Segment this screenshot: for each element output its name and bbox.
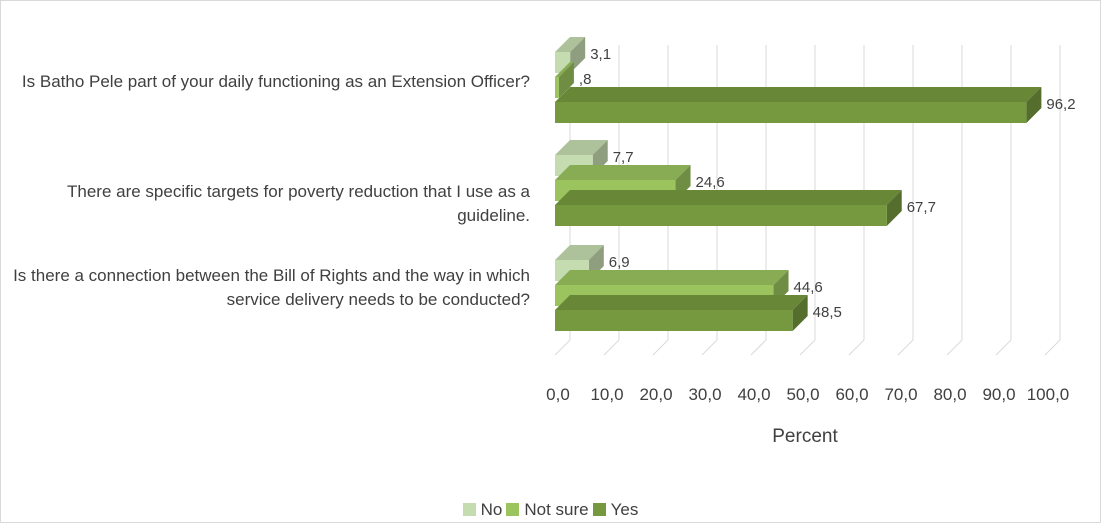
floor-gridline <box>603 339 620 356</box>
x-tick-label: 10,0 <box>590 385 623 404</box>
x-tick-label: 30,0 <box>688 385 721 404</box>
category-label: Is there a connection between the Bill o… <box>13 266 530 309</box>
legend-label: Not sure <box>524 500 589 519</box>
category-label: There are specific targets for poverty r… <box>66 182 530 225</box>
x-tick-label: 60,0 <box>835 385 868 404</box>
data-label: 44,6 <box>794 279 823 296</box>
x-tick-label: 100,0 <box>1027 385 1070 404</box>
bar-no <box>555 37 586 73</box>
bar-yes <box>555 295 808 331</box>
legend-swatch <box>506 503 520 516</box>
legend: No Not sure Yes <box>0 500 1101 520</box>
legend-swatch <box>592 503 606 516</box>
floor-gridline <box>701 339 718 356</box>
category-label: Is Batho Pele part of your daily functio… <box>21 72 530 91</box>
data-label: ,8 <box>579 71 592 88</box>
bar-not-sure <box>555 62 574 98</box>
legend-item: No <box>462 500 503 520</box>
data-label: 48,5 <box>813 304 842 321</box>
floor-gridline <box>652 339 669 356</box>
data-label: 24,6 <box>696 174 725 191</box>
floor-gridline <box>1044 339 1061 356</box>
data-label: 3,1 <box>590 46 611 63</box>
legend-label: Yes <box>610 500 639 519</box>
x-tick-label: 90,0 <box>982 385 1015 404</box>
data-label: 7,7 <box>613 149 634 166</box>
x-tick-label: 40,0 <box>737 385 770 404</box>
x-tick-label: 50,0 <box>786 385 819 404</box>
x-tick-label: 70,0 <box>884 385 917 404</box>
bar-yes <box>555 190 902 226</box>
bar-yes <box>555 87 1042 123</box>
data-label: 96,2 <box>1046 96 1075 113</box>
floor-gridline <box>848 339 865 356</box>
x-axis-title: Percent <box>772 426 838 447</box>
legend-item: Yes <box>592 500 639 520</box>
floor-gridline <box>897 339 914 356</box>
floor-gridline <box>750 339 767 356</box>
data-label: 6,9 <box>609 254 630 271</box>
floor-gridline <box>946 339 963 356</box>
x-tick-label: 20,0 <box>639 385 672 404</box>
floor-gridline <box>995 339 1012 356</box>
legend-swatch <box>462 503 476 516</box>
x-tick-label: 0,0 <box>546 385 570 404</box>
floor-gridline <box>554 339 571 356</box>
legend-item: Not sure <box>506 500 589 520</box>
x-tick-label: 80,0 <box>933 385 966 404</box>
floor-gridline <box>799 339 816 356</box>
legend-label: No <box>480 500 503 519</box>
data-label: 67,7 <box>907 199 936 216</box>
